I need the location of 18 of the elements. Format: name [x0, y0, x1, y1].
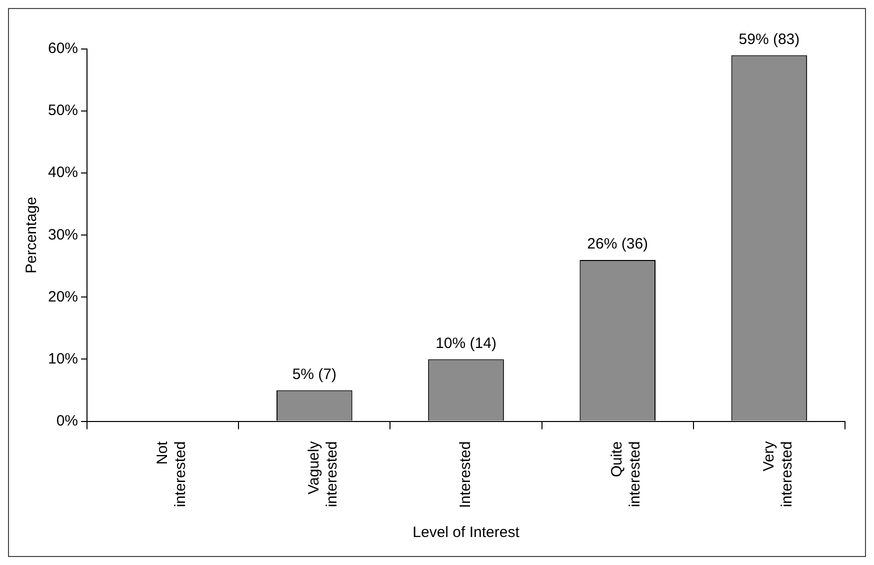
x-axis-title: Level of Interest — [412, 524, 520, 542]
y-tick-label: 30% — [48, 226, 78, 244]
y-tick-label: 60% — [48, 40, 78, 58]
data-label: 26% (36) — [587, 236, 648, 253]
x-tick-label: Vaguely interested — [306, 440, 341, 508]
y-tick-label: 50% — [48, 102, 78, 120]
data-label: 5% (7) — [292, 366, 337, 383]
x-tick-label: Very interested — [760, 440, 796, 508]
x-tick-label: Quite interested — [608, 441, 644, 508]
data-label: 59% (83) — [738, 30, 800, 48]
y-tick-label: 0% — [56, 412, 78, 430]
y-tick-label: 10% — [48, 350, 78, 368]
y-tick-label: 40% — [48, 164, 78, 182]
y-axis-title: Percentage — [23, 196, 40, 274]
x-tick-label: Interested — [457, 441, 474, 508]
data-label: 10% (14) — [436, 334, 496, 352]
x-tick-label: Not interested — [154, 440, 189, 508]
y-tick-label: 20% — [48, 288, 78, 306]
